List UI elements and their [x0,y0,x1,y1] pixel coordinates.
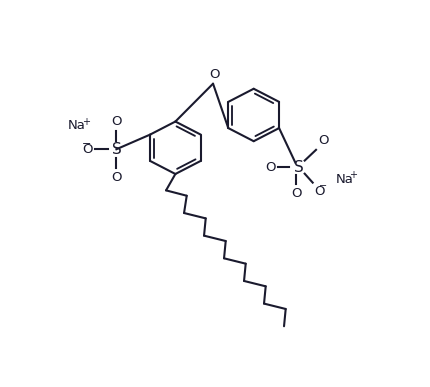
Text: O: O [291,187,301,200]
Text: O: O [318,134,329,147]
Text: Na: Na [68,119,86,132]
Text: +: + [82,117,90,127]
Text: O: O [209,68,220,81]
Text: O: O [111,171,122,184]
Text: −: − [319,182,328,192]
Text: Na: Na [335,173,353,185]
Text: S: S [294,159,304,175]
Text: O: O [111,115,122,128]
Text: S: S [111,142,121,157]
Text: −: − [82,139,92,149]
Text: O: O [82,143,92,156]
Text: O: O [315,185,325,198]
Text: +: + [349,170,357,180]
Text: O: O [266,161,276,174]
